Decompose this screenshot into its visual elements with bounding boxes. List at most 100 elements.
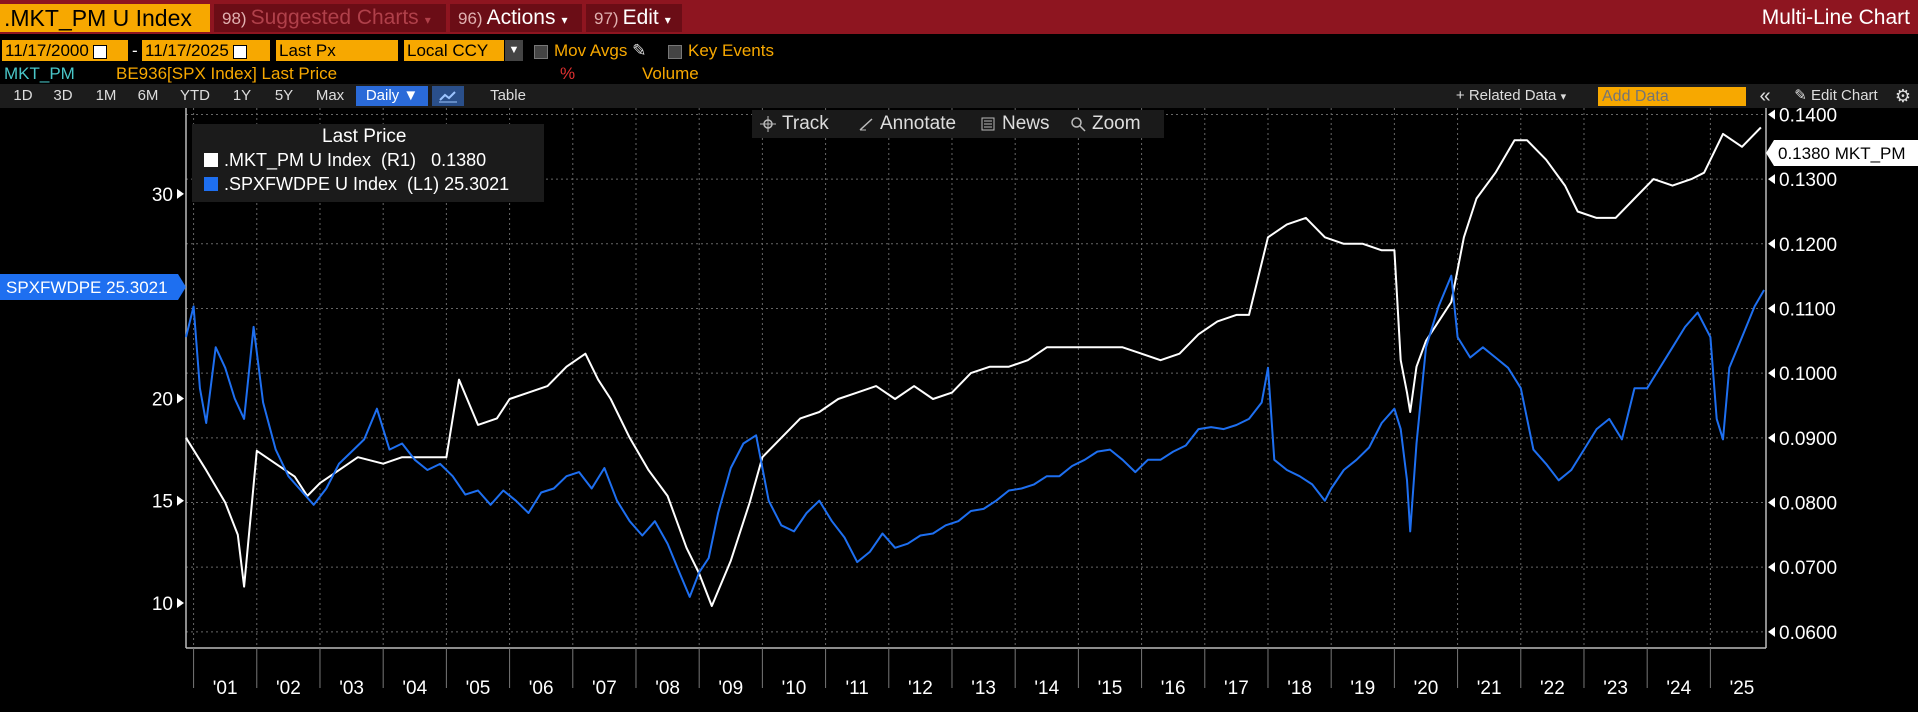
x-tick-label: '06 (529, 678, 554, 699)
edit-number: 97) (594, 9, 619, 28)
edit-chart-button[interactable]: ✎ Edit Chart (1782, 86, 1890, 106)
related-data-button[interactable]: + Related Data ▾ (1442, 86, 1580, 106)
range-1m-button[interactable]: 1M (95, 87, 117, 104)
crosshair-icon (760, 115, 776, 132)
mov-avgs-toggle[interactable]: Mov Avgs ✎ (534, 40, 646, 61)
price-field-select[interactable]: Last Px (276, 40, 398, 61)
left-tick-label: 20 (152, 389, 173, 410)
zoom-tool[interactable]: Zoom (1070, 110, 1141, 138)
volume-toggle[interactable]: Volume (642, 64, 699, 83)
left-tick-mark (177, 188, 184, 199)
currency-select[interactable]: Local CCY (404, 40, 504, 61)
chevron-down-icon: ▾ (561, 13, 568, 27)
right-tick-label: 0.1100 (1779, 299, 1836, 320)
left-tick-mark (177, 598, 184, 608)
related-data-label: + Related Data (1455, 87, 1557, 104)
last-value-tag-right-text: 0.1380 MKT_PM (1778, 144, 1906, 163)
legend-row-mkt-pm[interactable]: .MKT_PM U Index (R1) 0.1380 (204, 150, 486, 171)
range-1y-button[interactable]: 1Y (232, 87, 252, 104)
start-date-value: 11/17/2000 (5, 41, 89, 60)
table-view-button[interactable]: Table (490, 87, 526, 104)
percent-toggle[interactable]: % (560, 64, 576, 83)
last-value-tag-left: SPXFWDPE 25.3021 (0, 274, 186, 300)
actions-number: 96) (458, 9, 483, 28)
legend-value: 0.1380 (431, 150, 487, 170)
range-1d-button[interactable]: 1D (13, 87, 33, 104)
series-name-spx: BE936[SPX Index] Last Price (116, 64, 338, 83)
x-tick-label: '18 (1287, 678, 1312, 699)
legend-title: Last Price (322, 126, 407, 147)
checkbox-icon[interactable] (534, 44, 548, 59)
chart-legend (192, 124, 544, 202)
calendar-icon[interactable] (232, 44, 247, 59)
x-tick-label: '10 (782, 678, 807, 699)
right-tick-mark (1768, 238, 1775, 249)
start-date-input[interactable]: 11/17/2000 (2, 40, 128, 61)
range-ytd-button[interactable]: YTD (180, 87, 210, 104)
annotate-label: Annotate (880, 113, 957, 134)
track-label: Track (782, 113, 829, 134)
legend-label: .MKT_PM U Index (R1) (224, 150, 417, 170)
suggested-charts-button[interactable]: 98) Suggested Charts ▾ (214, 4, 446, 32)
mov-avgs-label: Mov Avgs (554, 41, 628, 60)
right-tick-label: 0.0600 (1779, 623, 1837, 644)
range-5y-button[interactable]: 5Y (274, 87, 294, 104)
add-data-input[interactable] (1598, 87, 1746, 106)
pencil-icon: ✎ (1794, 87, 1807, 104)
collapse-icon[interactable]: « (1759, 85, 1771, 107)
end-date-input[interactable]: 11/17/2025 (142, 40, 270, 61)
range-6m-button[interactable]: 6M (137, 87, 159, 104)
last-value-tag-left-text: SPXFWDPE 25.3021 (6, 278, 168, 297)
frequency-select[interactable]: Daily ▼ (356, 86, 428, 106)
chart-canvas[interactable]: 10 15 20 30 0.0600 0.0700 0.0800 0.0900 0.1000 0.… (0, 108, 1918, 712)
right-tick-mark (1768, 174, 1775, 185)
left-tick-mark (177, 393, 184, 404)
range-max-button[interactable]: Max (315, 87, 345, 104)
right-tick-label: 0.1000 (1779, 364, 1837, 385)
security-ticker-field[interactable]: .MKT_PM U Index (0, 4, 210, 32)
x-tick-label: '03 (339, 678, 364, 699)
chart-toolbar (752, 110, 1164, 138)
chevron-down-icon[interactable]: ▼ (505, 40, 523, 61)
x-tick-label: '19 (1350, 678, 1375, 699)
x-tick-label: '02 (276, 678, 301, 699)
legend-row-spxfwdpe[interactable]: .SPXFWDPE U Index (L1) 25.3021 (204, 174, 509, 195)
right-tick-label: 0.1200 (1779, 235, 1837, 256)
checkbox-icon[interactable] (668, 44, 682, 59)
x-tick-label: '09 (718, 678, 743, 699)
x-tick-label: '07 (592, 678, 617, 699)
left-tick-label: 30 (152, 185, 173, 206)
x-tick-label: '01 (213, 678, 238, 699)
chart-lines (185, 126, 1765, 607)
left-tick-label: 15 (152, 492, 173, 513)
left-tick-mark (177, 495, 184, 506)
x-tick-label: '11 (846, 678, 869, 699)
gear-icon[interactable]: ⚙ (1894, 86, 1912, 106)
x-tick-label: '25 (1730, 678, 1755, 699)
zoom-label: Zoom (1092, 113, 1141, 134)
legend-swatch-white (204, 153, 218, 167)
right-tick-label: 0.0700 (1779, 558, 1837, 579)
chart-type-title: Multi-Line Chart (1761, 6, 1910, 29)
x-tick-label: '17 (1224, 678, 1249, 699)
calendar-icon[interactable] (92, 44, 107, 59)
suggested-charts-label: Suggested Charts (250, 6, 419, 29)
x-tick-label: '16 (1161, 678, 1186, 699)
annotate-tool[interactable]: Annotate (858, 110, 956, 138)
line-chart-icon[interactable] (432, 86, 464, 106)
track-tool[interactable]: Track (760, 110, 829, 138)
chevron-down-icon: ▾ (1560, 91, 1567, 103)
legend-label: .SPXFWDPE U Index (L1) (224, 174, 440, 194)
chevron-down-icon: ▾ (424, 13, 431, 27)
actions-menu-button[interactable]: 96) Actions ▾ (450, 4, 582, 32)
pencil-icon[interactable]: ✎ (632, 41, 647, 60)
x-tick-label: '24 (1666, 678, 1691, 699)
range-3d-button[interactable]: 3D (53, 87, 73, 104)
x-tick-label: '20 (1414, 678, 1439, 699)
news-tool[interactable]: News (980, 110, 1050, 138)
annotate-icon (859, 118, 873, 131)
edit-menu-button[interactable]: 97) Edit ▾ (586, 4, 682, 32)
key-events-toggle[interactable]: Key Events (668, 40, 774, 61)
edit-chart-label: Edit Chart (1811, 87, 1878, 104)
news-icon (981, 117, 995, 131)
